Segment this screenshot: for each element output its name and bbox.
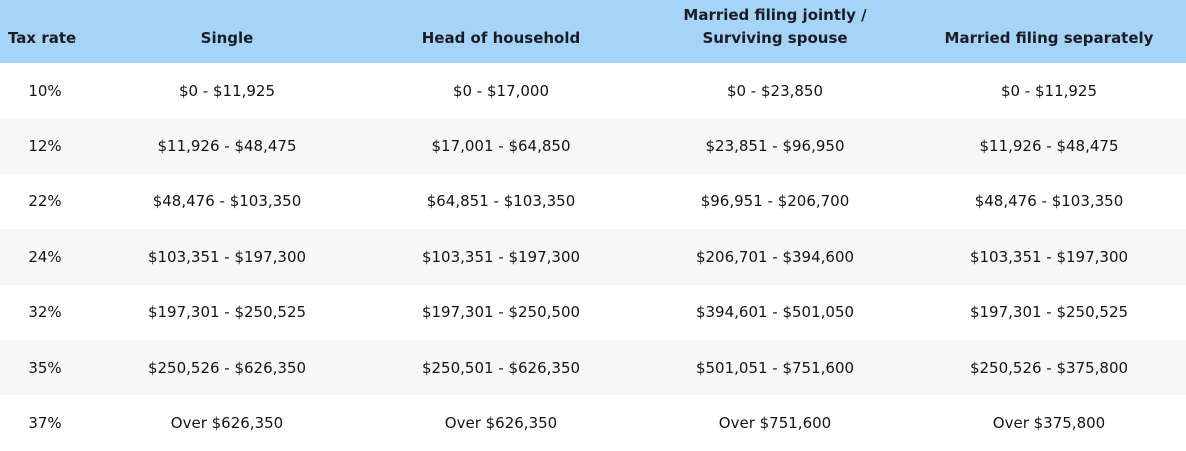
- table-row: 24% $103,351 - $197,300 $103,351 - $197,…: [0, 229, 1186, 285]
- single-bracket-cell: $48,476 - $103,350: [152, 192, 302, 211]
- married-jointly-bracket-cell: $206,701 - $394,600: [695, 247, 855, 266]
- table-header: Tax rate Single Head of household Marrie…: [0, 0, 1186, 63]
- single-bracket-cell: $103,351 - $197,300: [147, 247, 307, 266]
- tax-rate-cell: 35%: [28, 358, 62, 377]
- single-bracket-cell: Over $626,350: [170, 414, 284, 433]
- married-jointly-bracket-cell: $23,851 - $96,950: [705, 137, 845, 156]
- header-row: Tax rate Single Head of household Marrie…: [0, 0, 1186, 63]
- head-of-household-bracket-cell: Over $626,350: [444, 414, 558, 433]
- tax-rate-cell: 24%: [28, 247, 62, 266]
- head-of-household-bracket-cell: $17,001 - $64,850: [431, 137, 571, 156]
- column-header-tax-rate: Tax rate: [8, 28, 77, 47]
- married-separately-bracket-cell: $11,926 - $48,475: [979, 137, 1119, 156]
- married-separately-bracket-cell: $197,301 - $250,525: [969, 303, 1129, 322]
- married-jointly-bracket-cell: $394,601 - $501,050: [695, 303, 855, 322]
- tax-rate-cell: 37%: [28, 414, 62, 433]
- tax-rate-cell: 12%: [28, 137, 62, 156]
- tax-rate-cell: 10%: [28, 81, 62, 100]
- married-separately-bracket-cell: Over $375,800: [992, 414, 1106, 433]
- table-row: 35% $250,526 - $626,350 $250,501 - $626,…: [0, 339, 1186, 396]
- married-jointly-bracket-cell: $0 - $23,850: [726, 81, 824, 100]
- single-bracket-cell: $197,301 - $250,525: [147, 303, 307, 322]
- married-separately-bracket-cell: $103,351 - $197,300: [969, 247, 1129, 266]
- married-jointly-bracket-cell: Over $751,600: [718, 414, 832, 433]
- married-separately-bracket-cell: $48,476 - $103,350: [974, 192, 1124, 211]
- head-of-household-bracket-cell: $0 - $17,000: [452, 81, 550, 100]
- table-row: 12% $11,926 - $48,475 $17,001 - $64,850 …: [0, 118, 1186, 174]
- married-jointly-bracket-cell: $96,951 - $206,700: [700, 192, 850, 211]
- married-jointly-bracket-cell: $501,051 - $751,600: [695, 358, 855, 377]
- table-row: 22% $48,476 - $103,350 $64,851 - $103,35…: [0, 173, 1186, 230]
- head-of-household-bracket-cell: $103,351 - $197,300: [421, 247, 581, 266]
- column-header-married-filing-jointly: Married filing jointly / Surviving spous…: [683, 5, 867, 47]
- head-of-household-bracket-cell: $250,501 - $626,350: [421, 358, 581, 377]
- column-header-head-of-household: Head of household: [421, 28, 581, 47]
- head-of-household-bracket-cell: $197,301 - $250,500: [421, 303, 581, 322]
- head-of-household-bracket-cell: $64,851 - $103,350: [426, 192, 576, 211]
- single-bracket-cell: $250,526 - $626,350: [147, 358, 307, 377]
- table-body: 10% $0 - $11,925 $0 - $17,000 $0 - $23,8…: [0, 63, 1186, 451]
- single-bracket-cell: $0 - $11,925: [178, 81, 276, 100]
- single-bracket-cell: $11,926 - $48,475: [157, 137, 297, 156]
- tax-rate-cell: 32%: [28, 303, 62, 322]
- column-header-single: Single: [200, 28, 254, 47]
- married-separately-bracket-cell: $250,526 - $375,800: [969, 358, 1129, 377]
- tax-rate-cell: 22%: [28, 192, 62, 211]
- table-row: 10% $0 - $11,925 $0 - $17,000 $0 - $23,8…: [0, 63, 1186, 119]
- column-header-married-filing-separately: Married filing separately: [944, 28, 1154, 47]
- table-row: 32% $197,301 - $250,525 $197,301 - $250,…: [0, 284, 1186, 340]
- table-row: 37% Over $626,350 Over $626,350 Over $75…: [0, 395, 1186, 451]
- married-separately-bracket-cell: $0 - $11,925: [1000, 81, 1098, 100]
